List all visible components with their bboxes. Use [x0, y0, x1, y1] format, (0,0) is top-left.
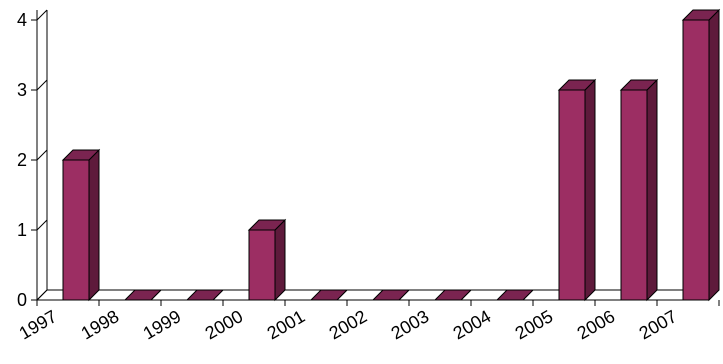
y-tick-depth [36, 219, 48, 231]
bar-2005 [557, 78, 597, 302]
y-tick-depth [36, 149, 48, 161]
bar-1998 [123, 289, 163, 301]
y-tick-label: 2 [17, 150, 27, 170]
x-tick-labels: 1997 1998 1999 2000 2001 2002 2003 2004 2005 2006… [16, 306, 681, 343]
y-tick-depth [36, 289, 48, 301]
x-tick-label: 2002 [326, 306, 371, 343]
x-tick-label: 2003 [388, 306, 433, 343]
bar-front-face [62, 159, 90, 301]
x-tick-label: 1997 [16, 306, 61, 343]
x-tick-label: 1998 [78, 306, 123, 343]
bar-2004 [495, 289, 535, 301]
bar-side-face [274, 218, 286, 302]
x-tick-label: 2001 [264, 306, 309, 343]
bar-1997 [61, 148, 101, 302]
x-tick-label: 2004 [450, 306, 495, 343]
bar-side-face [584, 78, 596, 302]
y-tick-label: 4 [17, 10, 27, 30]
y-tick-labels: 0 1 2 3 4 [17, 10, 27, 310]
bar-2006 [619, 78, 659, 302]
bar-side-face [646, 78, 658, 302]
bar-front-face [558, 89, 586, 301]
bar-top-face [433, 289, 473, 301]
bar-top-face [309, 289, 349, 301]
y-tick-depth [36, 9, 48, 21]
x-tick-label: 1999 [140, 306, 185, 343]
bar-top-face [185, 289, 225, 301]
bars [61, 8, 721, 302]
bar-top-face [495, 289, 535, 301]
bar-2000 [247, 218, 287, 302]
bar-2003 [433, 289, 473, 301]
bar-top-face [123, 289, 163, 301]
bar-2001 [309, 289, 349, 301]
axes [31, 9, 720, 306]
bar-front-face [248, 229, 276, 301]
bar-2007 [681, 8, 721, 302]
bar-1999 [185, 289, 225, 301]
x-tick-label: 2007 [636, 306, 681, 343]
bar-front-face [620, 89, 648, 301]
bar-front-face [682, 19, 710, 301]
y-tick-label: 3 [17, 80, 27, 100]
bar-2002 [371, 289, 411, 301]
y-tick-depth [36, 79, 48, 91]
bar-side-face [708, 8, 720, 302]
x-tick-label: 2006 [574, 306, 619, 343]
x-tick-label: 2000 [202, 306, 247, 343]
bar-side-face [88, 148, 100, 302]
x-tick-label: 2005 [512, 306, 557, 343]
y-tick-label: 1 [17, 220, 27, 240]
y-tick-label: 0 [17, 290, 27, 310]
bar-top-face [371, 289, 411, 301]
